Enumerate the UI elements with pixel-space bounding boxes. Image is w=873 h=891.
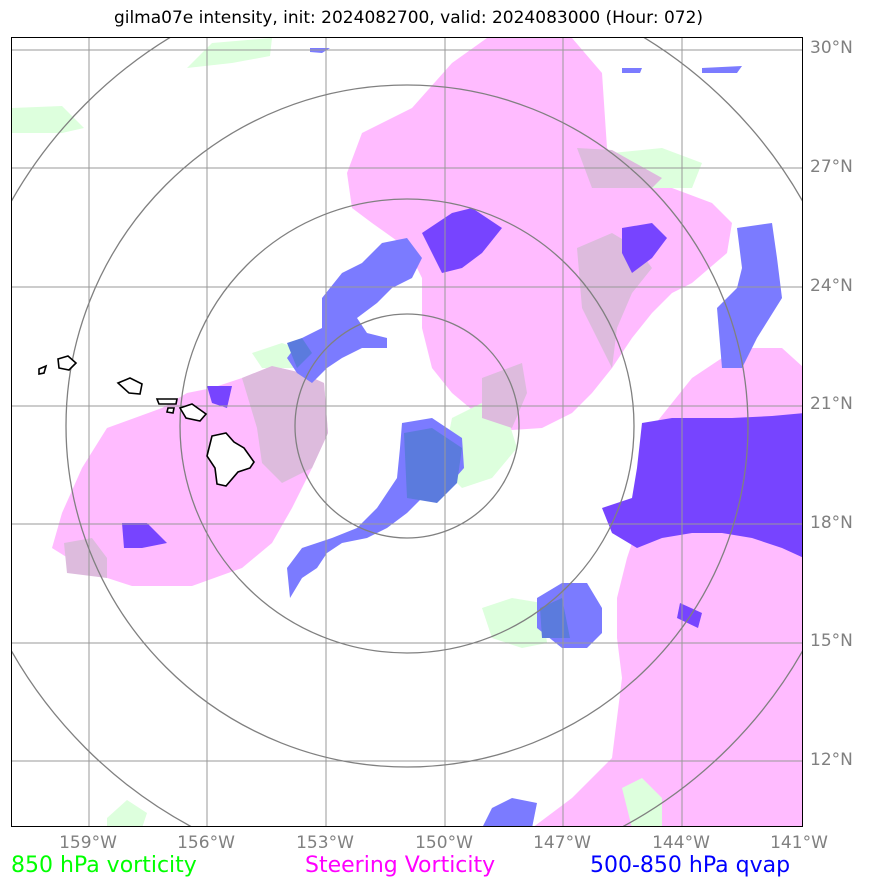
lat-label-18n: 18°N xyxy=(810,513,853,533)
lat-label-12n: 12°N xyxy=(810,750,853,770)
legend-qvap: 500-850 hPa qvap xyxy=(590,853,791,878)
legend-850-vorticity: 850 hPa vorticity xyxy=(11,853,197,878)
hawaii-coastline xyxy=(38,355,255,487)
legend-steering-vorticity: Steering Vorticity xyxy=(305,853,496,878)
map-panel xyxy=(11,37,803,827)
lon-label-156w: 156°W xyxy=(177,833,235,853)
lat-label-30n: 30°N xyxy=(810,38,853,58)
plot-title: gilma07e intensity, init: 2024082700, va… xyxy=(113,8,704,28)
lon-label-150w: 150°W xyxy=(415,833,473,853)
graticule xyxy=(12,38,802,826)
lat-label-24n: 24°N xyxy=(810,276,853,296)
lat-label-15n: 15°N xyxy=(810,631,853,651)
lat-label-21n: 21°N xyxy=(810,394,853,414)
qvap-strong-field xyxy=(122,208,802,628)
lon-label-147w: 147°W xyxy=(533,833,591,853)
lon-label-153w: 153°W xyxy=(296,833,354,853)
lon-label-159w: 159°W xyxy=(59,833,117,853)
lon-label-144w: 144°W xyxy=(652,833,710,853)
map-canvas xyxy=(12,38,802,826)
lat-label-27n: 27°N xyxy=(810,157,853,177)
range-rings xyxy=(12,38,802,826)
lon-label-141w: 141°W xyxy=(770,833,828,853)
